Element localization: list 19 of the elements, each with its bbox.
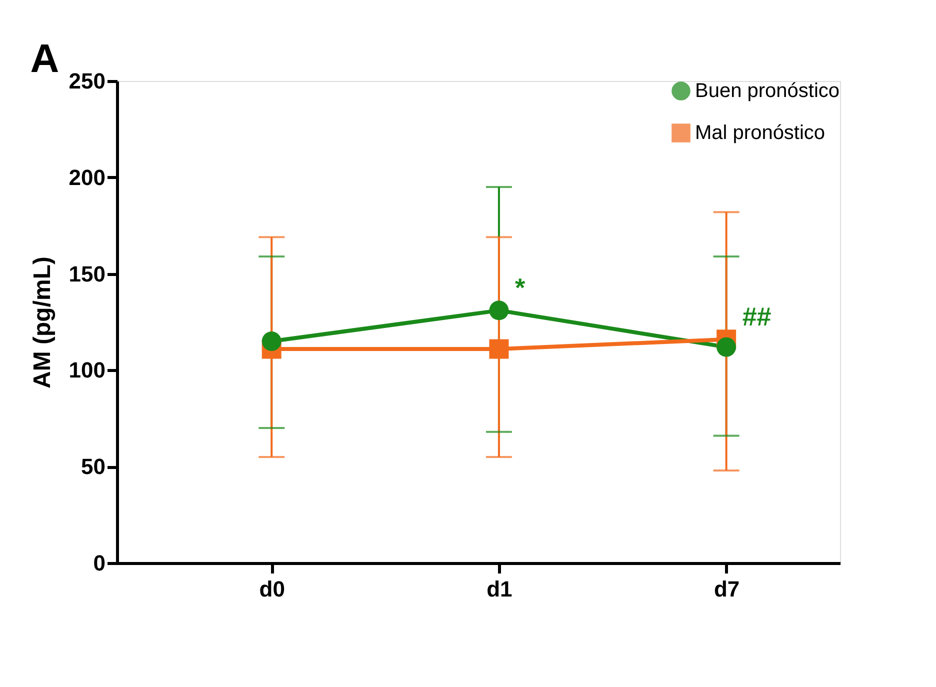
point xyxy=(262,332,282,352)
x-tick-label: d7 xyxy=(714,576,740,602)
y-tick-label: 200 xyxy=(68,164,106,190)
y-tick-label: 100 xyxy=(68,358,106,383)
y-tick-label: 50 xyxy=(81,454,106,480)
x-tick-label: d0 xyxy=(259,576,285,602)
legend-label: Buen pronóstico xyxy=(695,80,840,102)
point xyxy=(716,337,736,357)
y-axis-title: AM (pg/mL) xyxy=(28,256,56,388)
chart-title: A xyxy=(30,37,60,81)
y-tick-label: 250 xyxy=(68,68,106,94)
x-tick-label: d1 xyxy=(486,576,512,602)
legend-label: Mal pronóstico xyxy=(695,122,826,144)
y-tick-label: 150 xyxy=(68,261,106,286)
annotation: ## xyxy=(742,301,772,332)
point xyxy=(489,339,509,359)
point xyxy=(489,300,509,320)
annotation: * xyxy=(514,272,526,302)
y-tick-label: 0 xyxy=(93,550,106,576)
